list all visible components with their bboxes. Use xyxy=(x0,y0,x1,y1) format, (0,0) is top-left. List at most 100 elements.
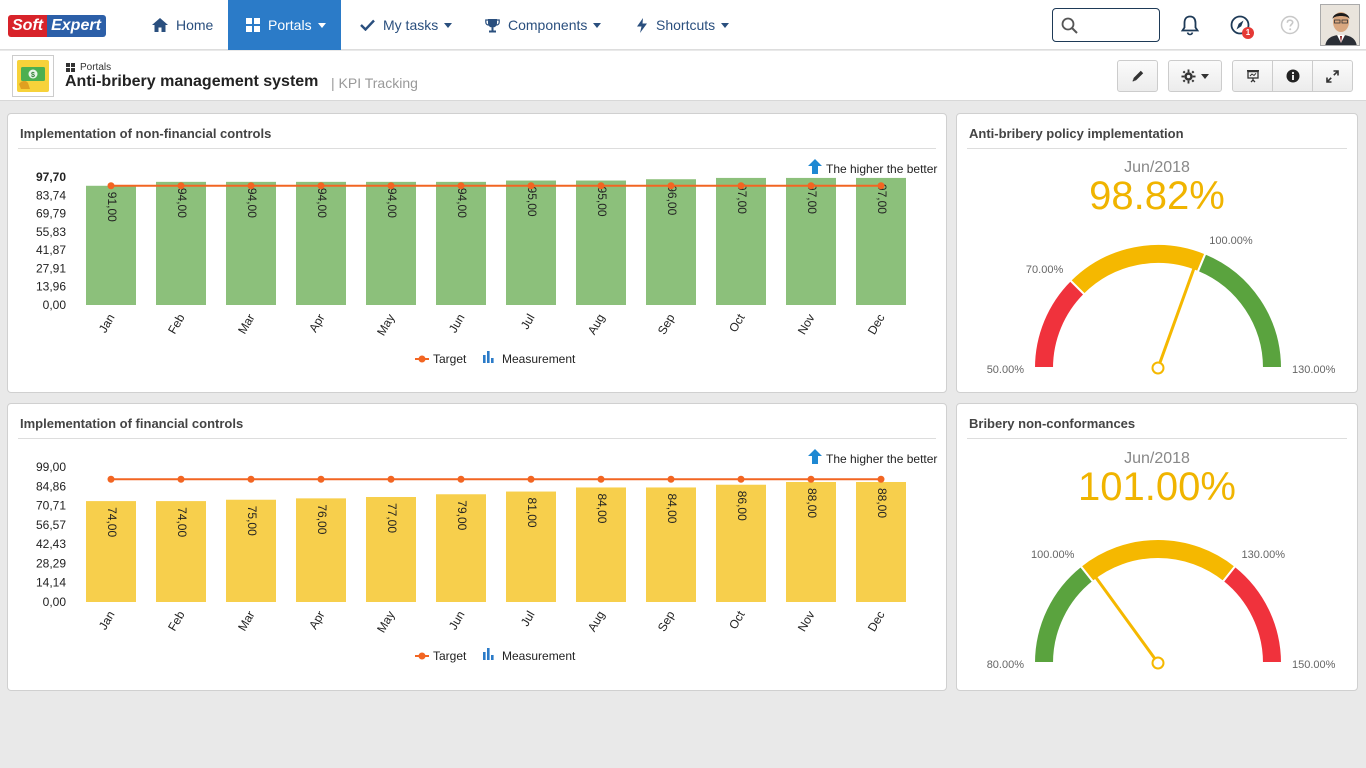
x-tick-label: Aug xyxy=(585,609,608,634)
global-search[interactable] xyxy=(1052,8,1160,42)
target-point xyxy=(177,475,185,483)
nav-shortcuts[interactable]: Shortcuts xyxy=(636,0,730,50)
gauge-scale-label: 130.00% xyxy=(1242,549,1286,561)
non-financial-controls-chart: 97,70 83,74 69,79 55,83 41,87 27,91 13,96 0,00 9… xyxy=(36,159,937,366)
help-icon[interactable] xyxy=(1279,14,1301,36)
x-tick-label: Aug xyxy=(585,312,608,337)
x-tick-label: Feb xyxy=(165,608,188,633)
portals-grid-icon xyxy=(246,18,260,32)
y-tick-label: 84,86 xyxy=(36,479,66,493)
target-point xyxy=(877,475,885,483)
x-tick-label: Nov xyxy=(795,312,818,337)
gauge-needle-hub xyxy=(1151,656,1165,670)
gauge-band-yellow xyxy=(1079,538,1237,584)
bar-jul xyxy=(506,491,556,602)
data-label: 97,00 xyxy=(735,184,749,214)
nav-portals[interactable]: Portals xyxy=(228,0,341,50)
divider xyxy=(18,148,936,149)
bar-sep xyxy=(646,487,696,602)
data-label: 76,00 xyxy=(315,504,329,534)
breadcrumb[interactable]: Portals xyxy=(66,62,111,73)
bar-dec xyxy=(856,482,906,602)
bell-icon[interactable] xyxy=(1179,14,1201,36)
user-photo-icon xyxy=(1321,5,1359,45)
search-input[interactable] xyxy=(1083,15,1153,35)
nav-portals-label: Portals xyxy=(268,17,312,33)
bar-nov xyxy=(786,482,836,602)
data-label: 88,00 xyxy=(805,488,819,518)
nav-home[interactable]: Home xyxy=(152,0,213,50)
data-label: 94,00 xyxy=(455,188,469,218)
bar-jun xyxy=(436,181,486,305)
info-button[interactable] xyxy=(1273,61,1313,91)
compass-icon[interactable] xyxy=(1229,14,1251,36)
bar-jan xyxy=(86,501,136,602)
bar-jul xyxy=(506,180,556,305)
target-point xyxy=(457,475,465,483)
divider xyxy=(18,438,936,439)
gauge-value: 98.82% xyxy=(1089,174,1225,218)
softexpert-logo[interactable]: Soft Expert xyxy=(8,15,106,37)
bar-aug xyxy=(576,487,626,602)
y-tick-label: 0,00 xyxy=(43,595,67,609)
page-subtitle: | KPI Tracking xyxy=(331,75,418,91)
expand-icon xyxy=(1326,69,1339,83)
gauge-band-yellow xyxy=(1068,243,1207,296)
legend-target-marker xyxy=(418,652,426,660)
logo-soft-text: Soft xyxy=(8,15,48,37)
nav-components[interactable]: Components xyxy=(485,0,602,50)
gauge-scale-label: 80.00% xyxy=(987,659,1025,671)
financial-controls-chart: 99,00 84,86 70,71 56,57 42,43 28,29 14,14 0,00 7… xyxy=(36,449,937,663)
checkmark-icon xyxy=(360,19,375,31)
data-label: 94,00 xyxy=(245,188,259,218)
bar-mar xyxy=(226,499,276,602)
target-point xyxy=(667,475,675,483)
y-tick-label: 13,96 xyxy=(36,280,66,294)
data-label: 97,00 xyxy=(875,184,889,214)
target-point xyxy=(807,182,815,190)
data-label: 81,00 xyxy=(525,498,539,528)
y-tick-label: 99,00 xyxy=(36,460,66,474)
panel-title: Implementation of financial controls xyxy=(20,416,244,431)
gauge-band-red xyxy=(1032,278,1086,369)
y-tick-label: 14,14 xyxy=(36,576,66,590)
legend-measurement-label: Measurement xyxy=(502,352,576,366)
x-tick-label: Oct xyxy=(726,608,748,632)
legend-bar-icon-part xyxy=(483,355,486,363)
home-icon xyxy=(152,18,168,32)
target-point xyxy=(807,475,815,483)
chevron-down-icon xyxy=(721,22,730,28)
x-tick-label: Mar xyxy=(235,609,257,634)
user-avatar[interactable] xyxy=(1320,4,1360,46)
x-tick-label: Nov xyxy=(795,609,818,634)
data-label: 94,00 xyxy=(385,188,399,218)
data-label: 95,00 xyxy=(595,187,609,217)
gauge-scale-label: 50.00% xyxy=(987,364,1025,376)
edit-button[interactable] xyxy=(1117,60,1158,92)
arrow-up-icon xyxy=(808,159,822,174)
notification-badge: 1 xyxy=(1242,27,1254,39)
x-tick-label: Apr xyxy=(306,609,327,632)
chevron-down-icon xyxy=(593,22,602,28)
x-tick-label: Jun xyxy=(446,609,468,633)
gauge-needle-hub xyxy=(1151,361,1165,375)
data-label: 95,00 xyxy=(525,187,539,217)
y-tick-label: 56,57 xyxy=(36,518,66,532)
target-point xyxy=(667,182,675,190)
portal-thumbnail: $ xyxy=(12,55,54,97)
x-tick-label: Jul xyxy=(518,609,538,629)
logo-expert-text: Expert xyxy=(47,15,106,37)
page-title: Anti-bribery management system xyxy=(65,73,319,90)
presentation-button[interactable] xyxy=(1233,61,1273,91)
nav-shortcuts-label: Shortcuts xyxy=(656,17,716,33)
data-label: 84,00 xyxy=(595,493,609,523)
bar-jun xyxy=(436,494,486,602)
data-label: 86,00 xyxy=(735,491,749,521)
expand-button[interactable] xyxy=(1313,61,1352,91)
gauge-period: Jun/2018 xyxy=(1124,450,1190,467)
target-point xyxy=(877,182,885,190)
data-label: 94,00 xyxy=(315,188,329,218)
settings-dropdown-button[interactable] xyxy=(1168,60,1222,92)
nav-my-tasks[interactable]: My tasks xyxy=(360,0,453,50)
gauge-value: 101.00% xyxy=(1078,465,1236,509)
